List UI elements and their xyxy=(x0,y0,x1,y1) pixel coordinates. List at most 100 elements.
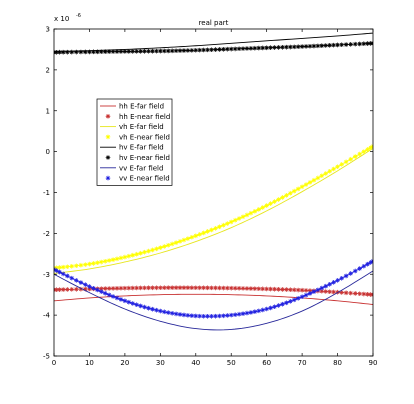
series-marker xyxy=(240,286,246,291)
series-marker xyxy=(161,285,167,291)
series-marker xyxy=(315,43,321,49)
series-marker xyxy=(189,285,195,291)
legend-box xyxy=(96,98,173,186)
series-marker xyxy=(291,44,297,50)
legend-label: hh E-near field xyxy=(119,113,170,121)
series-marker xyxy=(287,190,293,196)
series-marker xyxy=(240,46,246,51)
x-tick-label: 90 xyxy=(369,359,378,367)
series-marker xyxy=(213,285,218,291)
series-marker xyxy=(205,229,210,234)
series-marker xyxy=(154,307,159,313)
y-exponent-base: x 10 xyxy=(54,15,69,23)
series-marker xyxy=(95,49,100,55)
series-marker xyxy=(343,42,349,47)
series-marker xyxy=(252,309,258,314)
series-marker xyxy=(224,46,230,52)
series-marker xyxy=(361,149,367,154)
series-marker xyxy=(91,49,96,55)
legend-entry: hh E-near field xyxy=(105,113,170,121)
series-marker xyxy=(150,306,155,312)
series-marker xyxy=(54,287,59,293)
series-marker xyxy=(106,258,112,263)
series-marker xyxy=(173,285,179,290)
series-marker xyxy=(169,285,175,290)
series-marker xyxy=(323,289,329,294)
series-marker xyxy=(146,285,151,291)
series-line xyxy=(54,270,373,331)
series-marker xyxy=(54,268,59,273)
series-marker xyxy=(232,312,238,318)
series-5 xyxy=(54,41,373,55)
series-marker xyxy=(150,285,155,291)
series-marker xyxy=(303,182,309,187)
series-marker xyxy=(126,299,132,305)
series-marker xyxy=(102,258,108,264)
series-marker xyxy=(365,291,370,297)
series-marker xyxy=(102,49,108,55)
legend-swatch-marker xyxy=(105,155,111,160)
series-marker xyxy=(307,180,313,185)
series-marker xyxy=(244,46,250,51)
series-marker xyxy=(69,275,75,281)
series-marker xyxy=(268,286,273,292)
series-marker xyxy=(299,184,305,190)
series-marker xyxy=(209,47,214,53)
legend-swatch-marker xyxy=(105,134,111,140)
series-marker xyxy=(221,313,226,319)
series-marker xyxy=(98,289,104,294)
series-marker xyxy=(60,287,66,292)
series-marker xyxy=(138,250,143,256)
series-marker xyxy=(57,49,62,55)
x-tick-label: 20 xyxy=(120,359,129,367)
series-marker xyxy=(78,286,84,292)
series-marker xyxy=(173,48,179,54)
series-marker xyxy=(361,291,367,297)
series-marker xyxy=(291,287,297,293)
series-marker xyxy=(228,219,234,225)
series-marker xyxy=(280,44,285,50)
series-marker xyxy=(177,312,183,317)
series-marker xyxy=(122,285,128,291)
series-marker xyxy=(130,301,136,306)
y-tick-label: -5 xyxy=(43,353,50,361)
series-marker xyxy=(106,286,112,291)
series-marker xyxy=(361,41,367,47)
series-marker xyxy=(303,292,309,298)
series-marker xyxy=(87,284,92,289)
series-marker xyxy=(339,290,344,295)
series-marker xyxy=(118,297,124,302)
x-tick-label: 70 xyxy=(298,359,307,367)
series-marker xyxy=(177,239,183,244)
series-marker xyxy=(161,48,167,54)
series-marker xyxy=(181,237,187,243)
series-marker xyxy=(236,216,242,221)
series-marker xyxy=(87,261,92,267)
series-marker xyxy=(134,251,140,257)
series-marker xyxy=(248,310,254,315)
series-marker xyxy=(83,262,88,267)
series-marker xyxy=(295,296,301,301)
series-marker xyxy=(284,300,289,306)
series-marker xyxy=(87,49,92,55)
legend-label: hv E-near field xyxy=(119,154,170,162)
series-marker xyxy=(295,44,301,50)
series-marker xyxy=(357,41,362,47)
legend-label: hh E-far field xyxy=(119,103,164,111)
series-group xyxy=(54,32,373,331)
y-tick-label: -1 xyxy=(43,189,50,197)
series-marker xyxy=(201,285,206,291)
series-marker xyxy=(352,154,358,159)
y-tick-label: 1 xyxy=(46,107,50,115)
series-marker xyxy=(102,286,108,291)
series-marker xyxy=(95,260,100,266)
series-marker xyxy=(348,290,353,296)
series-marker xyxy=(146,305,151,311)
series-marker xyxy=(339,275,344,281)
series-line xyxy=(54,32,373,52)
series-marker xyxy=(272,45,277,50)
series-marker xyxy=(201,230,206,236)
series-marker xyxy=(295,287,301,293)
series-marker xyxy=(74,263,79,269)
series-line xyxy=(54,293,373,305)
